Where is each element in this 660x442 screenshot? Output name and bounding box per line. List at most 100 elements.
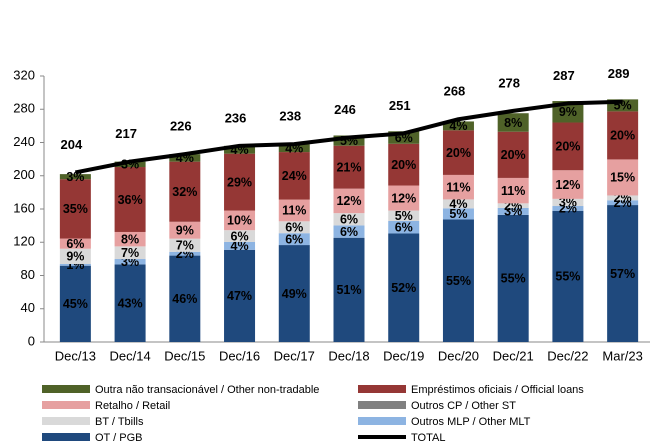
bar-segment	[114, 246, 146, 260]
bar-segment	[59, 263, 91, 266]
y-tick-label: 80	[21, 267, 35, 282]
bar-segment	[224, 153, 256, 211]
bar-segment	[552, 122, 584, 171]
bar-segment	[442, 219, 474, 342]
bar-segment	[333, 188, 365, 214]
total-label: 204	[61, 137, 83, 152]
segment-label: 29%	[227, 175, 252, 189]
bar-segment	[278, 199, 310, 222]
segment-label: 8%	[504, 116, 522, 130]
segment-label: 9%	[176, 224, 194, 238]
legend-label: TOTAL	[411, 432, 445, 442]
legend-swatch	[358, 417, 406, 425]
bar-segment	[169, 251, 201, 256]
bar-segment	[497, 203, 529, 208]
segment-label: 4%	[231, 239, 249, 253]
y-tick-label: 200	[13, 167, 35, 182]
bar-segment	[388, 210, 420, 221]
segment-label: 10%	[227, 214, 252, 228]
segment-label: 32%	[172, 185, 197, 199]
bar-segment	[278, 144, 310, 153]
bar-segment	[169, 238, 201, 252]
segment-label: 6%	[340, 225, 358, 239]
bar-segment	[224, 241, 256, 250]
segment-label: 6%	[285, 221, 303, 235]
bar-segment	[169, 221, 201, 239]
segment-label: 36%	[118, 193, 143, 207]
total-label: 238	[279, 109, 301, 124]
segment-label: 4%	[449, 119, 467, 133]
segment-label: 3%	[559, 196, 577, 210]
total-label: 278	[498, 75, 520, 90]
segment-label: 35%	[63, 202, 88, 216]
bar-segment	[607, 195, 639, 201]
segment-label: 46%	[172, 292, 197, 306]
bar-segment	[442, 121, 474, 131]
bar-segment	[169, 255, 201, 342]
segment-label: 20%	[391, 158, 416, 172]
x-tick-label: Dec/16	[219, 348, 260, 363]
bar-segment	[59, 179, 91, 239]
bar-segment	[552, 170, 584, 199]
bar-segment	[169, 161, 201, 222]
legend-label: Outra não transacionável / Other non-tra…	[95, 384, 319, 396]
bar-segment	[442, 130, 474, 175]
bar-segment	[224, 145, 256, 154]
segment-label: 6%	[231, 229, 249, 243]
bar-segment	[278, 221, 310, 234]
total-label: 246	[334, 102, 356, 117]
legend-swatch	[358, 385, 406, 393]
total-label: 251	[389, 98, 411, 113]
segment-label: 20%	[555, 140, 580, 154]
bar-segment	[59, 238, 91, 249]
x-tick-label: Dec/13	[55, 348, 96, 363]
segment-label: 15%	[610, 171, 635, 185]
bar-segment	[497, 214, 529, 342]
bar-segment	[333, 135, 365, 146]
bar-segment	[224, 230, 256, 242]
legend-label: BT / Tbills	[95, 416, 144, 428]
legend-label: OT / PGB	[95, 432, 142, 442]
segment-label: 57%	[610, 267, 635, 281]
segment-label: 11%	[501, 184, 525, 198]
legend-swatch	[42, 433, 90, 441]
y-tick-label: 40	[21, 300, 35, 315]
segment-label: 43%	[118, 297, 143, 311]
total-label: 268	[444, 84, 466, 99]
x-tick-label: Dec/15	[164, 348, 205, 363]
segment-label: 5%	[449, 207, 467, 221]
segment-label: 6%	[66, 237, 84, 251]
segment-label: 24%	[282, 169, 307, 183]
total-line	[74, 99, 623, 175]
bar-segment	[497, 131, 529, 178]
bar-segment	[388, 220, 420, 234]
segment-label: 12%	[555, 178, 580, 192]
segment-label: 9%	[66, 250, 84, 264]
segment-label: 6%	[285, 232, 303, 246]
bar-segment	[497, 177, 529, 204]
total-label: 287	[553, 68, 575, 83]
legend-swatch	[42, 417, 90, 425]
x-tick-label: Dec/20	[438, 348, 479, 363]
bar-segment	[333, 213, 365, 226]
y-tick-label: 120	[13, 234, 35, 249]
segment-label: 5%	[395, 209, 413, 223]
bar-segment	[224, 249, 256, 342]
segment-label: 7%	[176, 239, 194, 253]
bar-segment	[388, 143, 420, 186]
bar-segment	[552, 206, 584, 211]
bar-segment	[59, 248, 91, 264]
segment-label: 55%	[446, 274, 471, 288]
bar-segment	[552, 198, 584, 207]
x-tick-label: Dec/18	[328, 348, 369, 363]
bar-segment	[333, 145, 365, 189]
segment-label: 12%	[336, 194, 361, 208]
segment-label: 51%	[336, 283, 361, 297]
segment-label: 52%	[391, 281, 416, 295]
y-tick-label: 160	[13, 200, 35, 215]
bar-segment	[114, 231, 146, 247]
x-tick-label: Mar/23	[602, 348, 642, 363]
legend-swatch	[42, 401, 90, 409]
bar-segment	[224, 210, 256, 231]
x-tick-label: Dec/19	[383, 348, 424, 363]
